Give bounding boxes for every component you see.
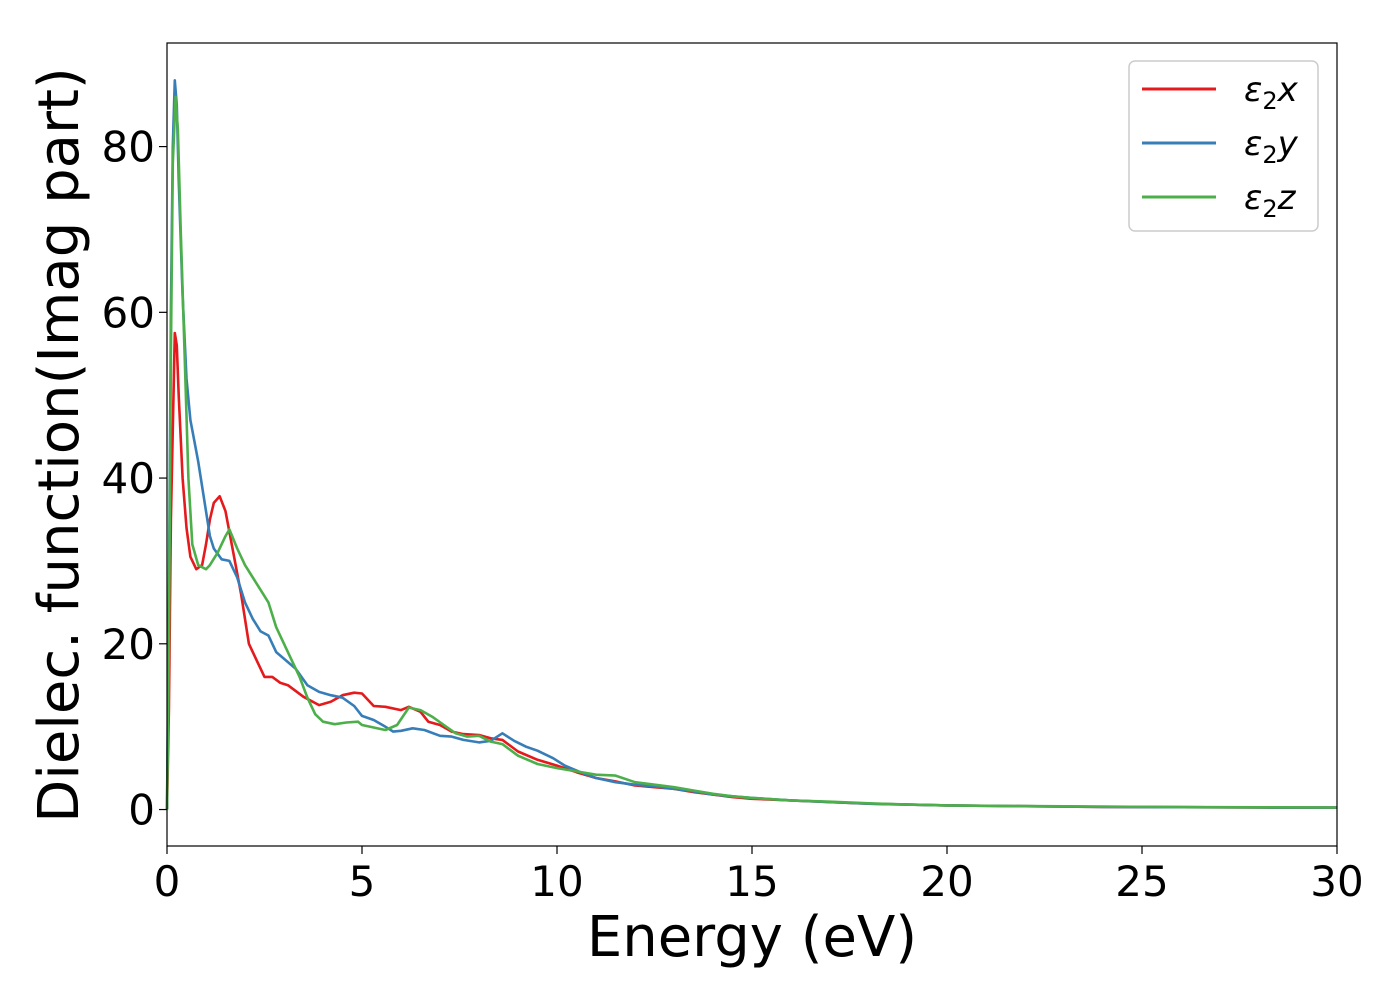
x-tick-label: 25: [1115, 857, 1168, 906]
y-tick-label: 0: [128, 786, 155, 835]
x-tick-label: 0: [154, 857, 181, 906]
x-tick-label: 30: [1310, 857, 1363, 906]
y-tick-label: 80: [102, 123, 155, 172]
y-tick-label: 40: [102, 454, 155, 503]
x-axis-label: Energy (eV): [587, 905, 917, 970]
legend-label-z: ε2z: [1244, 178, 1297, 223]
y-axis: 0 20 40 60 80: [102, 123, 167, 835]
x-tick-label: 5: [349, 857, 376, 906]
y-tick-label: 20: [102, 620, 155, 669]
x-tick-label: 10: [530, 857, 583, 906]
legend-label-y: ε2y: [1244, 124, 1299, 169]
x-tick-label: 20: [920, 857, 973, 906]
legend-label-x: ε2x: [1244, 70, 1299, 115]
x-tick-label: 15: [725, 857, 778, 906]
series-line-z: [165, 95, 1338, 810]
legend: ε2x ε2y ε2z: [1128, 60, 1319, 232]
y-tick-label: 60: [102, 288, 155, 337]
legend-box: [1128, 60, 1319, 232]
y-axis-label: Dielec. function(Imag part): [27, 67, 92, 823]
x-axis: 0 5 10 15 20 25 30: [154, 846, 1364, 906]
series-lines: [165, 79, 1338, 810]
